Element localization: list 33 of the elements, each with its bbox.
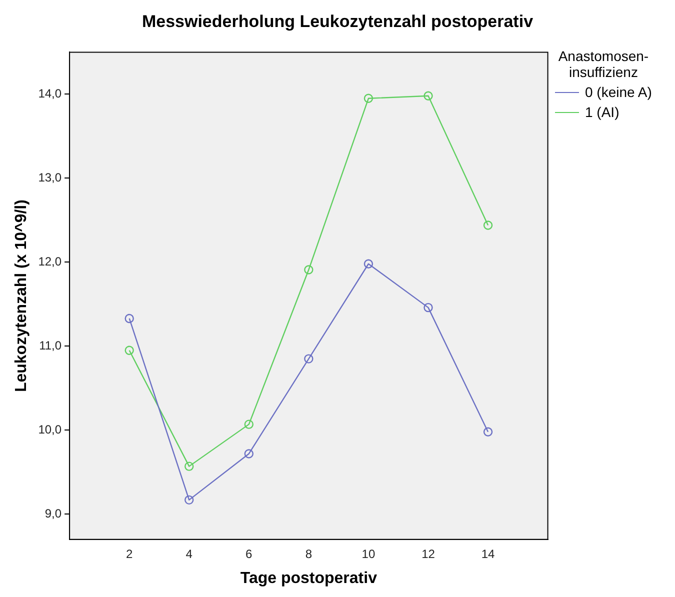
- y-tick-label: 11,0: [39, 338, 62, 353]
- legend-title: Anastomosen- insuffizienz: [557, 48, 650, 80]
- y-axis-title: Leukozytenzahl (x 10^9/l): [13, 200, 30, 392]
- y-tick-label: 14,0: [38, 86, 62, 101]
- point: [424, 302, 433, 312]
- point: [364, 94, 374, 103]
- point: [184, 495, 194, 505]
- point: [304, 354, 314, 364]
- point: [184, 462, 194, 471]
- point: [483, 220, 493, 230]
- point: [364, 259, 374, 268]
- x-axis-title: Tage postoperativ: [240, 570, 378, 587]
- legend-label: 0 (keine A): [585, 83, 652, 102]
- x-tick-label: 4: [186, 546, 193, 561]
- chart-title: Messwiederholung Leukozytenzahl postoperativ: [140, 11, 534, 33]
- x-tick-label: 2: [126, 546, 133, 561]
- y-tick-label: 10,0: [38, 422, 62, 437]
- y-tick-label: 12,0: [38, 254, 62, 269]
- point: [124, 314, 134, 324]
- x-tick-label: 8: [305, 546, 312, 561]
- x-tick-label: 6: [246, 546, 253, 561]
- point: [483, 427, 493, 436]
- x-tick-label: 14: [481, 546, 496, 561]
- point: [244, 449, 254, 458]
- x-tick-label: 12: [422, 546, 436, 561]
- y-tick-label: 9,0: [44, 506, 62, 521]
- point: [424, 91, 433, 100]
- point: [304, 265, 314, 274]
- point: [244, 420, 254, 429]
- point: [124, 346, 134, 355]
- x-tick-label: 10: [362, 546, 376, 561]
- legend-label: 1 (AI): [585, 103, 620, 122]
- y-tick-label: 13,0: [38, 170, 62, 185]
